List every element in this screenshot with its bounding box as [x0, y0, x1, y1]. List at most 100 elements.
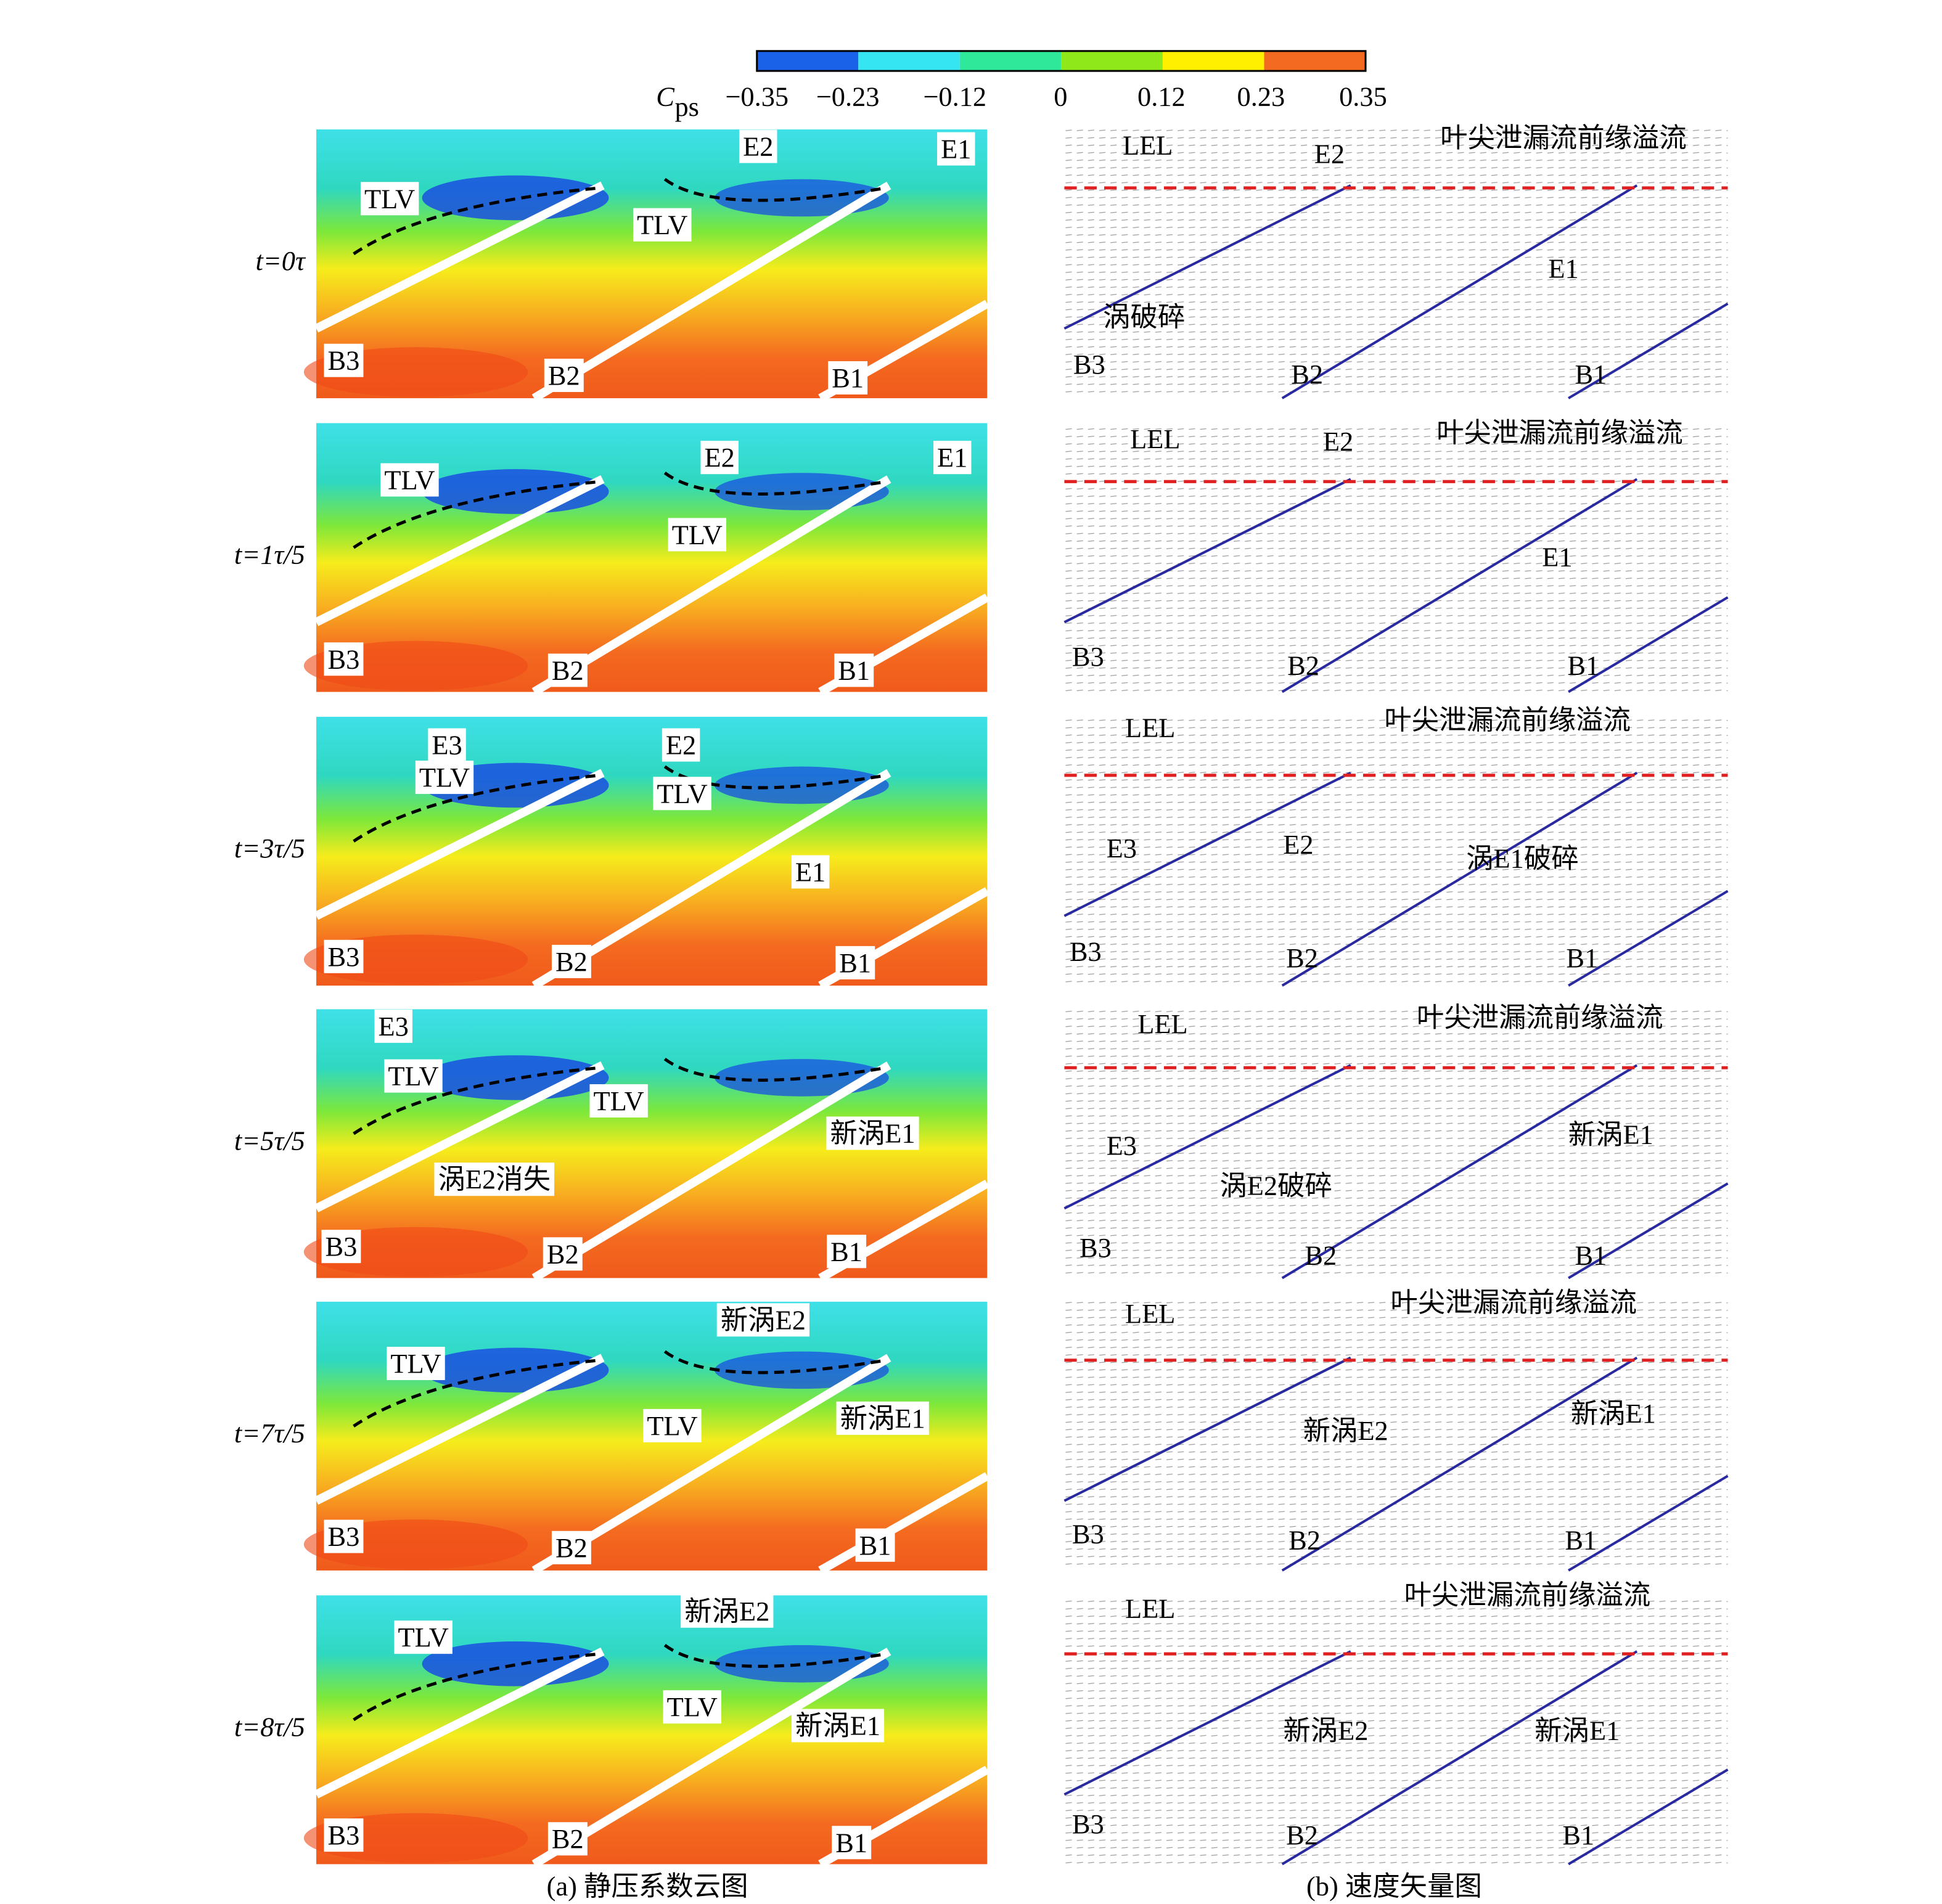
vector-label: LEL: [1125, 1298, 1175, 1329]
contour-label: B1: [835, 1827, 867, 1858]
label-box: [324, 343, 364, 377]
caption: (a) 静压系数云图: [547, 1871, 748, 1902]
blade: [1281, 1064, 1638, 1280]
contour-label: B1: [839, 947, 871, 978]
contour-label: 新涡E2: [684, 1596, 769, 1627]
blade: [1568, 1182, 1729, 1280]
contour-label: TLV: [667, 1691, 718, 1722]
contour-label: TLV: [419, 762, 470, 793]
label-box: [324, 642, 364, 676]
vector-label: 新涡E2: [1283, 1715, 1368, 1746]
label-box: [668, 518, 727, 552]
label-box: [551, 1530, 591, 1564]
vector-label: B1: [1566, 942, 1598, 973]
time-label: t=8τ/5: [234, 1712, 305, 1743]
vector-label: B2: [1287, 650, 1319, 680]
vector-label: 涡破碎: [1103, 301, 1185, 332]
vector-label: E3: [1107, 833, 1137, 864]
contour-label: B1: [830, 1236, 862, 1267]
vector-panel: [1064, 1595, 1728, 1865]
vector-label: B2: [1286, 942, 1318, 973]
panels: [303, 50, 1729, 1868]
blade: [1568, 889, 1729, 987]
label-box: [394, 1620, 453, 1654]
blade: [1063, 1650, 1351, 1796]
time-label: t=5τ/5: [234, 1126, 305, 1156]
blade: [531, 1648, 891, 1868]
label-box: [434, 1162, 555, 1196]
blade: [531, 769, 891, 990]
contour-label: TLV: [388, 1061, 438, 1092]
contour-label: B3: [328, 644, 360, 674]
contour-label: E2: [743, 131, 773, 161]
tlv-trajectory: [353, 1066, 600, 1135]
vector-label: 涡E2破碎: [1219, 1170, 1332, 1201]
label-box: [937, 132, 975, 166]
vector-label: B1: [1567, 650, 1599, 680]
vector-label: B1: [1562, 1820, 1594, 1850]
contour-label: B1: [859, 1530, 891, 1561]
vector-label: 新涡E1: [1568, 1119, 1653, 1150]
label-box: [739, 129, 777, 163]
vector-label: 新涡E1: [1571, 1398, 1656, 1429]
vector-label: 叶尖泄漏流前缘溢流: [1440, 122, 1687, 153]
label-box: [716, 1303, 809, 1337]
contour-label: 涡E2消失: [438, 1164, 551, 1195]
blade: [314, 1061, 605, 1212]
label-box: [662, 728, 700, 762]
label-box: [544, 358, 584, 392]
contour-label: 新涡E1: [840, 1403, 925, 1434]
contour-label: E2: [704, 442, 734, 473]
contour-label: B3: [328, 1820, 360, 1850]
label-box: [827, 1235, 867, 1269]
label-box: [836, 1401, 929, 1435]
vector-label: 涡E1破碎: [1466, 843, 1579, 873]
contour-label: E2: [666, 730, 696, 761]
label-box: [374, 1009, 412, 1043]
blade: [531, 181, 891, 402]
label-box: [360, 182, 419, 216]
vector-label: B3: [1073, 349, 1105, 380]
colorbar-tick-label: 0.23: [1237, 81, 1285, 112]
contour-label: TLV: [672, 519, 723, 550]
label-box: [428, 728, 466, 762]
tlv-trajectory: [353, 186, 600, 255]
colorbar-tick-label: 0.12: [1137, 81, 1186, 112]
vector-label: B3: [1080, 1232, 1112, 1263]
contour-label: TLV: [390, 1348, 441, 1379]
contour-label: B3: [328, 941, 360, 972]
vector-label: LEL: [1137, 1008, 1187, 1039]
blade: [1063, 184, 1351, 330]
contour-label: 新涡E2: [721, 1304, 806, 1335]
contour-label: 新涡E1: [795, 1710, 880, 1741]
label-box: [384, 1059, 443, 1093]
colorbar-segment: [1061, 51, 1163, 72]
vector-label: 新涡E1: [1534, 1715, 1620, 1746]
contour-label: TLV: [384, 465, 435, 496]
label-box: [387, 1346, 445, 1381]
contour-label: B2: [548, 360, 580, 391]
label-box: [547, 653, 588, 687]
tlv-trajectory: [663, 472, 887, 496]
contour-label: E1: [795, 857, 826, 888]
label-box: [933, 441, 972, 475]
vector-panel: [1064, 129, 1728, 399]
vector-panel: [1064, 423, 1728, 692]
label-box: [835, 946, 875, 979]
contour-label: TLV: [637, 210, 687, 240]
vector-panel: [1064, 1301, 1728, 1571]
contour-label: B2: [547, 1238, 579, 1269]
contour-label: B2: [552, 1823, 584, 1854]
blade: [1063, 478, 1351, 624]
colorbar-frame: [756, 50, 1367, 72]
blade: [314, 769, 605, 920]
colorbar-segment: [1264, 51, 1366, 72]
colorbar-tick-label: −0.23: [816, 81, 880, 112]
vector-label: B2: [1291, 359, 1323, 390]
vector-label: B3: [1070, 936, 1102, 967]
vector-label: B3: [1072, 1519, 1104, 1550]
vector-label: B2: [1289, 1525, 1321, 1556]
